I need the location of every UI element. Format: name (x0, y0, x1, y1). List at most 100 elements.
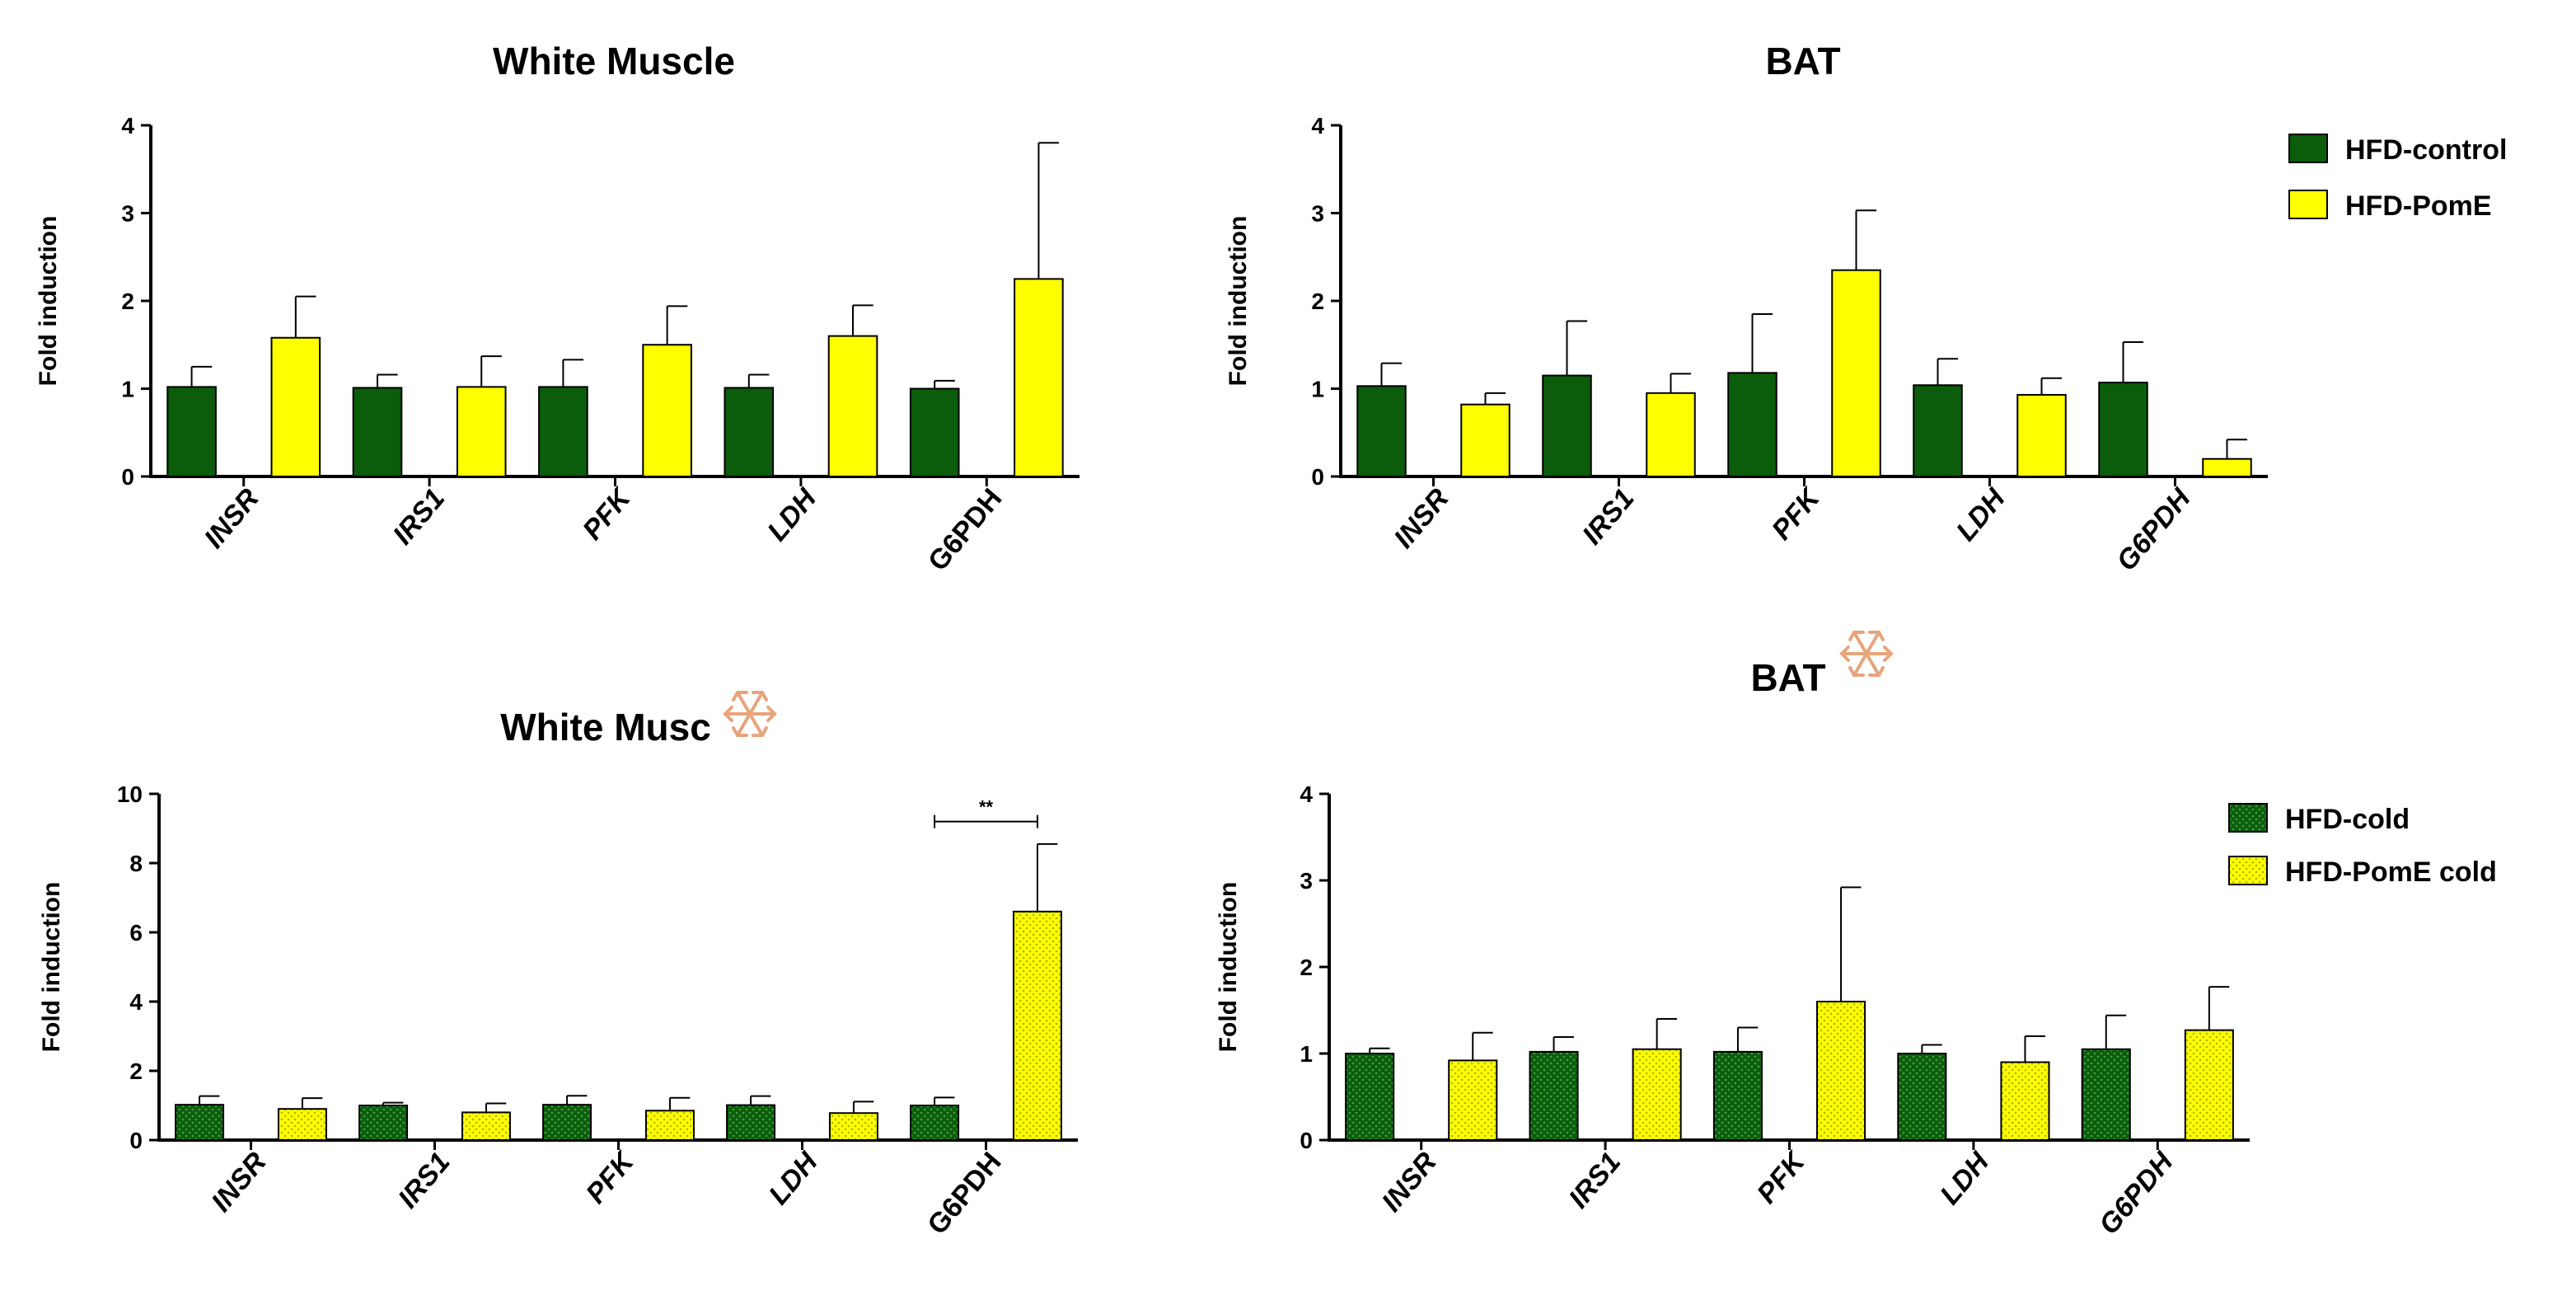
bar (2184, 1029, 2234, 1142)
bar (1460, 403, 1510, 478)
y-tick-label: 0 (121, 464, 134, 490)
bar (1897, 1053, 1947, 1141)
x-tick-label: IRS1 (387, 483, 452, 551)
x-tick-label: PFK (580, 1145, 641, 1209)
y-tick-label: 3 (1311, 201, 1324, 227)
snowflake-icon (723, 691, 777, 737)
bar (456, 386, 507, 477)
bar (828, 1112, 878, 1141)
bar (2000, 1061, 2050, 1141)
x-tick-label: G6PDH (921, 1147, 1007, 1241)
bar (2098, 382, 2148, 478)
chart-white-muscle: White Muscle 0 1 2 3 4 Fold induction INSR IRS1… (35, 40, 1080, 577)
bar (542, 1104, 592, 1142)
bar (1632, 1048, 1682, 1141)
legend-label: HFD-control (2345, 134, 2507, 166)
bar (726, 1104, 776, 1141)
bar (1012, 910, 1062, 1142)
bar (352, 387, 403, 477)
bar (2202, 458, 2252, 478)
x-tick-label: LDH (761, 482, 823, 547)
y-axis-label: Fold induction (35, 216, 62, 387)
bar (909, 387, 960, 477)
y-tick-label: 0 (1311, 464, 1324, 490)
bar (1356, 385, 1407, 477)
bar (644, 1110, 695, 1142)
bar (642, 344, 692, 477)
bar (175, 1104, 225, 1142)
bar (1529, 1050, 1579, 1142)
bar (1913, 384, 1963, 477)
x-tick-label: LDH (1951, 482, 2012, 547)
x-tick-label: G6PDH (2093, 1146, 2180, 1241)
y-tick-label: 1 (1300, 1041, 1313, 1067)
y-tick-label: 8 (129, 851, 143, 876)
bar (1727, 372, 1777, 477)
bar (277, 1108, 327, 1141)
x-tick-label: LDH (1934, 1146, 1996, 1211)
y-tick-label: 2 (121, 289, 134, 314)
legend-bottom: HFD-cold HFD-PomE cold (2228, 803, 2497, 888)
y-tick-label: 4 (1300, 781, 1313, 807)
x-tick-label: G6PDH (922, 483, 1008, 577)
y-tick-label: 10 (117, 781, 143, 807)
x-tick-label: INSR (199, 482, 266, 554)
legend-swatch-cold (2228, 803, 2268, 833)
bar (2016, 393, 2067, 477)
chart-white-muscle-cold: White Musc 0 2 4 6 8 10 Fold induction INSR IRS1… (38, 706, 1078, 1241)
y-tick-label: 4 (1311, 113, 1324, 138)
y-tick-label: 2 (1300, 955, 1313, 980)
bar (1448, 1059, 1498, 1142)
y-tick-label: 6 (129, 920, 143, 946)
bar (1831, 269, 1881, 477)
x-tick-label: INSR (1376, 1146, 1444, 1218)
y-tick-label: 3 (1300, 868, 1313, 894)
bar (2081, 1048, 2131, 1141)
bar (1345, 1053, 1395, 1141)
x-tick-label: INSR (205, 1146, 273, 1218)
y-tick-label: 2 (129, 1058, 143, 1084)
x-tick-label: IRS1 (392, 1147, 457, 1214)
legend-label: HFD-PomE cold (2285, 856, 2497, 888)
y-axis-label: Fold induction (38, 882, 65, 1053)
legend-swatch-treated (2288, 190, 2328, 219)
significance-label: ** (979, 797, 994, 818)
bar (1712, 1050, 1763, 1142)
bar (910, 1105, 960, 1141)
y-tick-label: 2 (1311, 289, 1324, 314)
y-tick-label: 1 (1311, 377, 1324, 402)
bar (358, 1105, 409, 1141)
bar (1542, 374, 1592, 477)
snowflake-icon (1839, 631, 1894, 677)
bar (1646, 392, 1696, 478)
bar (538, 386, 588, 477)
bar (270, 336, 321, 478)
legend-swatch-control (2288, 134, 2328, 163)
chart-bat: BAT 0 1 2 3 4 Fold induction INSR IRS1 PFK LDH G6P… (1225, 40, 2268, 577)
x-tick-label: INSR (1388, 482, 1455, 554)
bar (1816, 1001, 1866, 1141)
y-tick-label: 1 (121, 377, 134, 402)
y-axis-label: Fold induction (1215, 882, 1242, 1053)
legend-label: HFD-PomE (2345, 190, 2492, 222)
y-tick-label: 0 (129, 1128, 143, 1153)
legend-top: HFD-control HFD-PomE (2288, 134, 2507, 222)
bar (827, 335, 878, 477)
bar (724, 387, 775, 477)
y-tick-label: 3 (121, 201, 134, 227)
legend-swatch-pome-cold (2228, 856, 2268, 885)
y-axis-label: Fold induction (1225, 216, 1252, 387)
bar (166, 386, 217, 477)
bar (1014, 278, 1064, 477)
x-tick-label: PFK (577, 481, 638, 546)
x-tick-label: LDH (763, 1146, 825, 1211)
chart-title: White Muscle (493, 40, 735, 82)
x-tick-label: PFK (1766, 481, 1827, 546)
chart-title: BAT (1750, 656, 1825, 699)
chart-bat-cold: BAT 0 1 2 3 4 Fold induction INSR IRS1 PFK LDH G6P… (1215, 656, 2250, 1241)
y-tick-label: 4 (129, 989, 143, 1015)
chart-title: White Musc (500, 706, 711, 749)
x-tick-label: IRS1 (1576, 483, 1641, 551)
x-tick-label: G6PDH (2110, 482, 2197, 577)
